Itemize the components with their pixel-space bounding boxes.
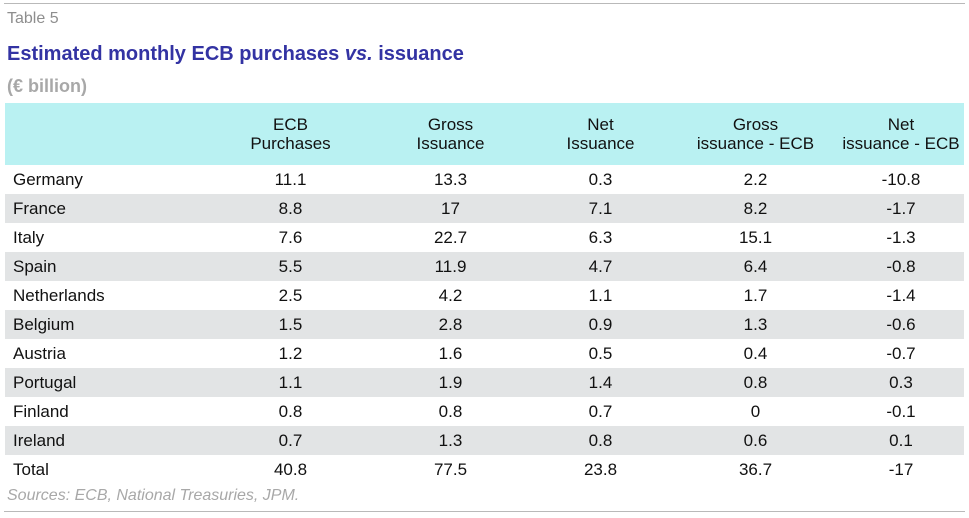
table-cell: 8.2 <box>673 194 838 223</box>
table-row: Ireland 0.7 1.3 0.8 0.6 0.1 <box>5 426 964 455</box>
row-label: Ireland <box>5 426 208 455</box>
table-row: Germany 11.1 13.3 0.3 2.2 -10.8 <box>5 165 964 194</box>
table-row: Portugal 1.1 1.9 1.4 0.8 0.3 <box>5 368 964 397</box>
table-cell: 0 <box>750 401 761 421</box>
table-cell: 13.3 <box>433 169 468 189</box>
table-cell: 4.2 <box>438 285 463 305</box>
table-cell: 0.8 <box>673 368 838 397</box>
title-part1: Estimated monthly ECB purchases <box>7 43 345 65</box>
table-cell: 22.7 <box>433 227 468 247</box>
table-cell: 0.3 <box>588 169 613 189</box>
table-row: Belgium 1.5 2.8 0.9 1.3 -0.6 <box>5 310 964 339</box>
table-cell: 0.8 <box>438 401 463 421</box>
title-vs: vs. <box>344 43 373 65</box>
table-cell: 1.7 <box>743 285 768 305</box>
table-cell: 6.4 <box>673 252 838 281</box>
table-cell: 1.9 <box>373 368 528 397</box>
table-cell: 0.6 <box>673 426 838 455</box>
table-cell: 7.6 <box>278 227 303 247</box>
row-label: Austria <box>13 343 66 363</box>
table-cell: 6.3 <box>588 227 613 247</box>
table-title: Estimated monthly ECB purchases vs. issu… <box>7 43 464 66</box>
table-label: Table 5 <box>7 10 59 27</box>
table-row: Total 40.8 77.5 23.8 36.7 -17 <box>5 455 964 484</box>
data-table: ECB Purchases Gross Issuance Net Issuance G… <box>5 103 964 484</box>
table-cell: 0.5 <box>588 343 613 363</box>
table-cell: -10.8 <box>881 169 921 189</box>
row-label: Spain <box>5 252 208 281</box>
table-cell: 0.7 <box>588 401 613 421</box>
table-cell: -1.4 <box>886 285 916 305</box>
row-label: Finland <box>13 401 69 421</box>
table-cell: 1.1 <box>208 368 373 397</box>
table-cell: 5.5 <box>208 252 373 281</box>
table-cell: 1.4 <box>528 368 673 397</box>
table-cell: -0.1 <box>886 401 916 421</box>
table-cell: 0.3 <box>838 368 964 397</box>
table-body: Germany 11.1 13.3 0.3 2.2 -10.8 France 8.8 17 7.1… <box>5 165 964 484</box>
header-net-issuance: Net Issuance <box>528 103 673 165</box>
table-cell: 23.8 <box>583 459 618 479</box>
table-cell: 77.5 <box>433 459 468 479</box>
title-part2: issuance <box>372 43 464 65</box>
unit-label: (€ billion) <box>7 76 87 96</box>
table-row: Netherlands 2.5 4.2 1.1 1.7 -1.4 <box>5 281 964 310</box>
table-cell: -17 <box>888 459 914 479</box>
header-ecb-purchases: ECB Purchases <box>208 103 373 165</box>
bottom-rule <box>4 511 965 512</box>
table-cell: 1.2 <box>278 343 303 363</box>
table-cell: -1.7 <box>838 194 964 223</box>
table-cell: 1.3 <box>673 310 838 339</box>
header-net-minus-ecb: Net issuance - ECB <box>838 103 964 165</box>
table-cell: 1.1 <box>588 285 613 305</box>
table-row: Italy 7.6 22.7 6.3 15.1 -1.3 <box>5 223 964 252</box>
table-cell: 0.8 <box>528 426 673 455</box>
table-cell: 2.2 <box>743 169 768 189</box>
row-label: Total <box>13 459 49 479</box>
row-label: France <box>5 194 208 223</box>
table-cell: -0.6 <box>838 310 964 339</box>
top-rule <box>4 3 965 4</box>
table-cell: 11.9 <box>373 252 528 281</box>
table-cell: 40.8 <box>273 459 308 479</box>
table-cell: 4.7 <box>528 252 673 281</box>
table-cell: 7.1 <box>528 194 673 223</box>
table-cell: 15.1 <box>738 227 773 247</box>
table-cell: 0.7 <box>208 426 373 455</box>
source-note: Sources: ECB, National Treasuries, JPM. <box>7 487 300 504</box>
row-label: Italy <box>13 227 45 247</box>
table-row: Spain 5.5 11.9 4.7 6.4 -0.8 <box>5 252 964 281</box>
row-label: Netherlands <box>13 285 105 305</box>
table-cell: 11.1 <box>274 169 307 189</box>
table-cell: -0.7 <box>886 343 916 363</box>
table-row: Finland 0.8 0.8 0.7 0 -0.1 <box>5 397 964 426</box>
table-cell: 8.8 <box>208 194 373 223</box>
row-label: Belgium <box>5 310 208 339</box>
header-gross-issuance: Gross Issuance <box>373 103 528 165</box>
table-cell: 36.7 <box>738 459 773 479</box>
table-cell: 2.8 <box>373 310 528 339</box>
table-cell: 0.4 <box>743 343 768 363</box>
table-cell: 1.3 <box>373 426 528 455</box>
header-gross-minus-ecb: Gross issuance - ECB <box>673 103 838 165</box>
table-row: Austria 1.2 1.6 0.5 0.4 -0.7 <box>5 339 964 368</box>
table-cell: 2.5 <box>278 285 303 305</box>
table-cell: 0.1 <box>838 426 964 455</box>
row-label: Portugal <box>5 368 208 397</box>
table-cell: 0.9 <box>528 310 673 339</box>
table-cell: -0.8 <box>838 252 964 281</box>
table-cell: 0.8 <box>278 401 303 421</box>
table-cell: -1.3 <box>886 227 916 247</box>
table-cell: 1.5 <box>208 310 373 339</box>
row-label: Germany <box>13 169 83 189</box>
table-row: France 8.8 17 7.1 8.2 -1.7 <box>5 194 964 223</box>
table-cell: 1.6 <box>438 343 463 363</box>
header-cell <box>5 103 208 165</box>
header-row: ECB Purchases Gross Issuance Net Issuance G… <box>5 103 964 165</box>
table-cell: 17 <box>373 194 528 223</box>
